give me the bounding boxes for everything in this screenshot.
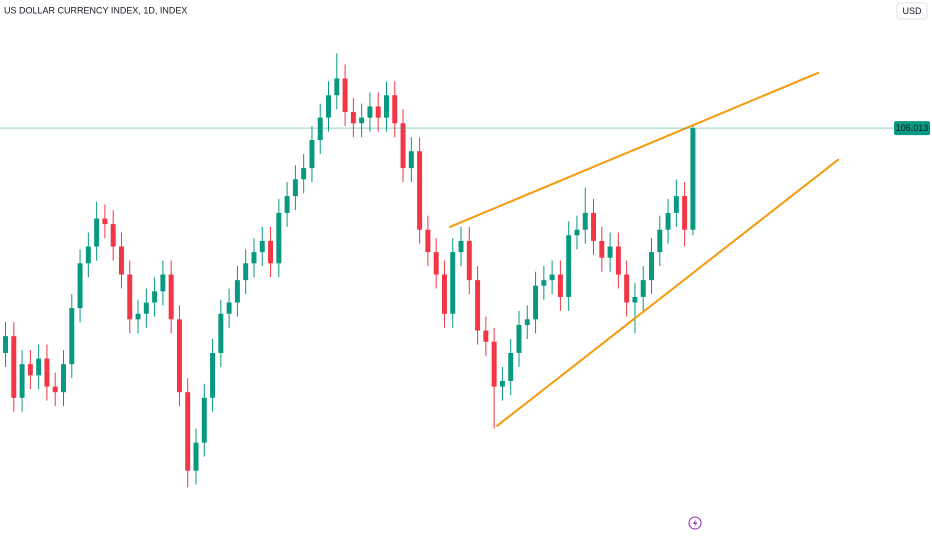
candle-body (259, 240, 265, 253)
candle-body (599, 240, 605, 258)
candle-body (210, 352, 216, 398)
candle-body (466, 240, 472, 281)
candle-body (326, 95, 331, 118)
candle-body (384, 95, 389, 118)
candle-body (441, 274, 447, 314)
candle-body (499, 380, 505, 387)
candle-body (615, 246, 621, 275)
axes: 106.013 (894, 121, 930, 136)
candle-body (417, 151, 423, 230)
last-price-box (894, 121, 930, 136)
candle-body (649, 252, 654, 281)
candle-body (176, 319, 182, 393)
candle-body (665, 212, 671, 230)
candle-body (657, 229, 663, 253)
candle-body (334, 78, 340, 96)
candle-body (533, 285, 539, 320)
candle-body (549, 274, 555, 281)
candle-body (566, 235, 572, 297)
candle-body (574, 229, 580, 236)
candle-body (607, 246, 613, 258)
candle-body (102, 218, 108, 225)
candle-body (77, 263, 83, 309)
candle-body (458, 240, 464, 253)
candle-body (94, 218, 100, 247)
candle-body (201, 397, 207, 443)
currency-box[interactable] (896, 2, 928, 20)
candle-body (557, 274, 563, 297)
candle-body (624, 274, 630, 303)
candle-body (243, 263, 249, 281)
candle-body (301, 168, 307, 180)
candle-body (673, 196, 679, 213)
candle-body (582, 212, 588, 230)
candle-body (218, 313, 224, 353)
candle-body (682, 196, 688, 230)
candle-body (185, 392, 191, 471)
candle-body (400, 123, 406, 169)
candle-body (292, 179, 298, 197)
candle-body (226, 302, 232, 314)
candle-body (350, 112, 356, 124)
candle-body (168, 274, 174, 320)
candle-body (359, 117, 365, 124)
currency-label[interactable]: USD (902, 6, 922, 16)
candle-body (632, 296, 638, 303)
chart-title: US DOLLAR CURRENCY INDEX, 1D, INDEX (4, 5, 187, 15)
candle-body (375, 106, 381, 118)
candle-body (69, 308, 75, 365)
candle-body (640, 280, 646, 297)
candle-body (317, 117, 323, 141)
candle-body (408, 151, 414, 169)
candle-body (425, 229, 431, 253)
candle-body (135, 313, 141, 320)
candle-body (152, 291, 158, 303)
candle-body (524, 319, 530, 325)
candle-body (483, 330, 489, 342)
candle-body (690, 128, 696, 230)
event-icon[interactable] (688, 516, 702, 530)
candle-body (284, 196, 290, 213)
last-price-label: 106.013 (896, 123, 929, 133)
candle-body (19, 364, 25, 398)
candle-body (27, 364, 33, 376)
candle-body (276, 212, 282, 264)
trendline (496, 158, 840, 427)
candle-body (52, 386, 58, 393)
candle-body (309, 140, 315, 169)
candle-body (591, 212, 597, 241)
candle-body (268, 240, 274, 264)
candle-body (516, 324, 522, 353)
candle-body (44, 358, 50, 387)
candle-body (541, 280, 547, 286)
candle-body (160, 274, 166, 292)
candle-body (367, 106, 373, 118)
candle-body (11, 336, 17, 398)
candle-body (433, 252, 439, 275)
candle-body (3, 336, 9, 353)
candle-body (342, 78, 348, 113)
candle-body (110, 224, 116, 247)
candle-body (118, 246, 124, 275)
candle-body (36, 358, 42, 376)
candle-body (450, 252, 456, 314)
candle-body (61, 364, 66, 393)
candle-body (234, 280, 240, 303)
candle-body (143, 302, 149, 314)
trendline (448, 71, 820, 228)
candle-body (475, 280, 481, 331)
candle-body (392, 95, 398, 124)
candle-body (508, 352, 514, 381)
candle-body (193, 442, 199, 471)
plot (0, 53, 893, 488)
candle-body (85, 246, 91, 264)
candle-body (251, 252, 257, 264)
candle-body (127, 274, 133, 320)
candle-body (491, 341, 497, 387)
